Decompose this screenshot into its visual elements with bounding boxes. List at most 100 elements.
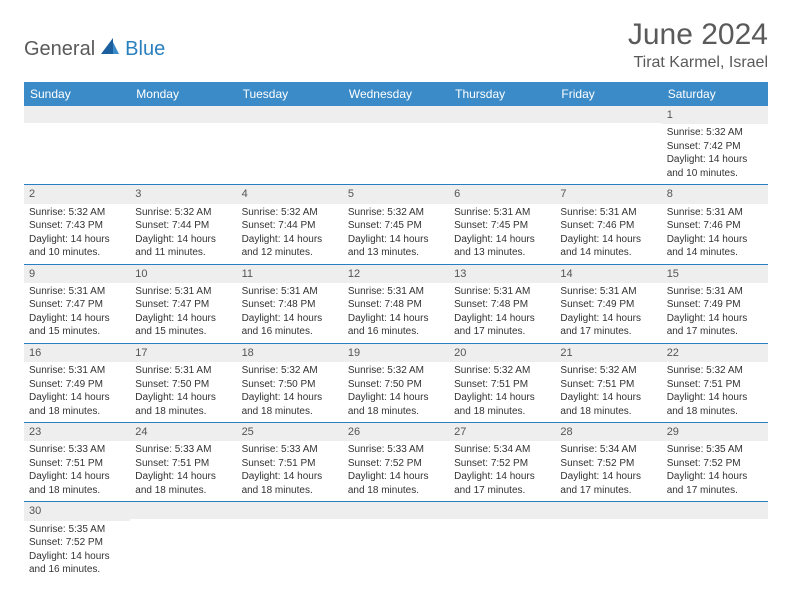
weekday-header: Tuesday [237, 82, 343, 106]
daylight-text: Daylight: 14 hours and 18 minutes. [667, 391, 763, 418]
day-number [130, 502, 236, 519]
sunrise-text: Sunrise: 5:32 AM [454, 364, 550, 378]
sunset-text: Sunset: 7:51 PM [29, 457, 125, 471]
day-number: 13 [449, 265, 555, 283]
day-details: Sunrise: 5:32 AMSunset: 7:51 PMDaylight:… [555, 362, 661, 422]
calendar-day-cell: 22Sunrise: 5:32 AMSunset: 7:51 PMDayligh… [662, 343, 768, 422]
daylight-text: Daylight: 14 hours and 17 minutes. [454, 312, 550, 339]
day-number: 17 [130, 344, 236, 362]
day-number: 2 [24, 185, 130, 203]
weekday-header: Thursday [449, 82, 555, 106]
daylight-text: Daylight: 14 hours and 17 minutes. [560, 312, 656, 339]
day-number [662, 502, 768, 519]
daylight-text: Daylight: 14 hours and 18 minutes. [29, 391, 125, 418]
daylight-text: Daylight: 14 hours and 16 minutes. [242, 312, 338, 339]
sunset-text: Sunset: 7:48 PM [454, 298, 550, 312]
calendar-day-cell: 25Sunrise: 5:33 AMSunset: 7:51 PMDayligh… [237, 423, 343, 502]
day-details: Sunrise: 5:31 AMSunset: 7:49 PMDaylight:… [555, 283, 661, 343]
daylight-text: Daylight: 14 hours and 18 minutes. [29, 470, 125, 497]
weekday-header: Monday [130, 82, 236, 106]
sunset-text: Sunset: 7:47 PM [29, 298, 125, 312]
sunset-text: Sunset: 7:42 PM [667, 140, 763, 154]
daylight-text: Daylight: 14 hours and 15 minutes. [29, 312, 125, 339]
sunrise-text: Sunrise: 5:34 AM [560, 443, 656, 457]
day-number: 6 [449, 185, 555, 203]
sunrise-text: Sunrise: 5:32 AM [242, 206, 338, 220]
sunset-text: Sunset: 7:48 PM [242, 298, 338, 312]
day-number: 14 [555, 265, 661, 283]
calendar-day-cell: 28Sunrise: 5:34 AMSunset: 7:52 PMDayligh… [555, 423, 661, 502]
sunset-text: Sunset: 7:50 PM [348, 378, 444, 392]
calendar-day-cell [130, 106, 236, 185]
day-number: 20 [449, 344, 555, 362]
weekday-header: Saturday [662, 82, 768, 106]
weekday-header: Sunday [24, 82, 130, 106]
day-number: 28 [555, 423, 661, 441]
sunset-text: Sunset: 7:51 PM [454, 378, 550, 392]
daylight-text: Daylight: 14 hours and 16 minutes. [29, 550, 125, 577]
day-number: 24 [130, 423, 236, 441]
daylight-text: Daylight: 14 hours and 18 minutes. [348, 391, 444, 418]
calendar-day-cell [130, 502, 236, 581]
sunrise-text: Sunrise: 5:35 AM [667, 443, 763, 457]
day-number: 27 [449, 423, 555, 441]
calendar-day-cell: 14Sunrise: 5:31 AMSunset: 7:49 PMDayligh… [555, 264, 661, 343]
day-details: Sunrise: 5:32 AMSunset: 7:44 PMDaylight:… [130, 204, 236, 264]
day-number [237, 502, 343, 519]
calendar-day-cell [343, 502, 449, 581]
day-details: Sunrise: 5:35 AMSunset: 7:52 PMDaylight:… [24, 521, 130, 581]
page-header: General Blue June 2024 Tirat Karmel, Isr… [24, 18, 768, 72]
calendar-day-cell: 2Sunrise: 5:32 AMSunset: 7:43 PMDaylight… [24, 185, 130, 264]
day-details: Sunrise: 5:31 AMSunset: 7:49 PMDaylight:… [662, 283, 768, 343]
sunrise-text: Sunrise: 5:32 AM [560, 364, 656, 378]
day-details: Sunrise: 5:32 AMSunset: 7:51 PMDaylight:… [449, 362, 555, 422]
day-number [343, 502, 449, 519]
sunset-text: Sunset: 7:50 PM [135, 378, 231, 392]
sunset-text: Sunset: 7:51 PM [667, 378, 763, 392]
day-details: Sunrise: 5:32 AMSunset: 7:44 PMDaylight:… [237, 204, 343, 264]
day-details: Sunrise: 5:32 AMSunset: 7:51 PMDaylight:… [662, 362, 768, 422]
sunset-text: Sunset: 7:52 PM [560, 457, 656, 471]
daylight-text: Daylight: 14 hours and 14 minutes. [667, 233, 763, 260]
calendar-day-cell: 17Sunrise: 5:31 AMSunset: 7:50 PMDayligh… [130, 343, 236, 422]
day-details: Sunrise: 5:32 AMSunset: 7:42 PMDaylight:… [662, 124, 768, 184]
calendar-day-cell: 9Sunrise: 5:31 AMSunset: 7:47 PMDaylight… [24, 264, 130, 343]
logo: General Blue [24, 36, 165, 63]
daylight-text: Daylight: 14 hours and 17 minutes. [667, 470, 763, 497]
sunset-text: Sunset: 7:49 PM [667, 298, 763, 312]
sunset-text: Sunset: 7:51 PM [242, 457, 338, 471]
day-details: Sunrise: 5:33 AMSunset: 7:52 PMDaylight:… [343, 441, 449, 501]
day-number: 8 [662, 185, 768, 203]
day-number: 7 [555, 185, 661, 203]
sunset-text: Sunset: 7:52 PM [29, 536, 125, 550]
day-number: 1 [662, 106, 768, 124]
calendar-day-cell [662, 502, 768, 581]
day-details: Sunrise: 5:31 AMSunset: 7:50 PMDaylight:… [130, 362, 236, 422]
sunrise-text: Sunrise: 5:31 AM [135, 364, 231, 378]
calendar-day-cell: 20Sunrise: 5:32 AMSunset: 7:51 PMDayligh… [449, 343, 555, 422]
calendar-day-cell: 1Sunrise: 5:32 AMSunset: 7:42 PMDaylight… [662, 106, 768, 185]
sunset-text: Sunset: 7:49 PM [29, 378, 125, 392]
day-details: Sunrise: 5:31 AMSunset: 7:48 PMDaylight:… [449, 283, 555, 343]
day-number: 5 [343, 185, 449, 203]
day-details: Sunrise: 5:34 AMSunset: 7:52 PMDaylight:… [555, 441, 661, 501]
daylight-text: Daylight: 14 hours and 18 minutes. [348, 470, 444, 497]
day-number: 15 [662, 265, 768, 283]
daylight-text: Daylight: 14 hours and 13 minutes. [348, 233, 444, 260]
daylight-text: Daylight: 14 hours and 10 minutes. [29, 233, 125, 260]
sunrise-text: Sunrise: 5:31 AM [29, 285, 125, 299]
day-number: 30 [24, 502, 130, 520]
calendar-day-cell: 18Sunrise: 5:32 AMSunset: 7:50 PMDayligh… [237, 343, 343, 422]
day-details: Sunrise: 5:31 AMSunset: 7:46 PMDaylight:… [662, 204, 768, 264]
sunset-text: Sunset: 7:47 PM [135, 298, 231, 312]
day-number [24, 106, 130, 123]
calendar-day-cell: 26Sunrise: 5:33 AMSunset: 7:52 PMDayligh… [343, 423, 449, 502]
day-details: Sunrise: 5:31 AMSunset: 7:49 PMDaylight:… [24, 362, 130, 422]
logo-text-blue: Blue [125, 38, 165, 61]
calendar-week-row: 1Sunrise: 5:32 AMSunset: 7:42 PMDaylight… [24, 106, 768, 185]
sunset-text: Sunset: 7:50 PM [242, 378, 338, 392]
calendar-day-cell [237, 502, 343, 581]
sunrise-text: Sunrise: 5:33 AM [348, 443, 444, 457]
sunrise-text: Sunrise: 5:32 AM [667, 126, 763, 140]
daylight-text: Daylight: 14 hours and 17 minutes. [454, 470, 550, 497]
